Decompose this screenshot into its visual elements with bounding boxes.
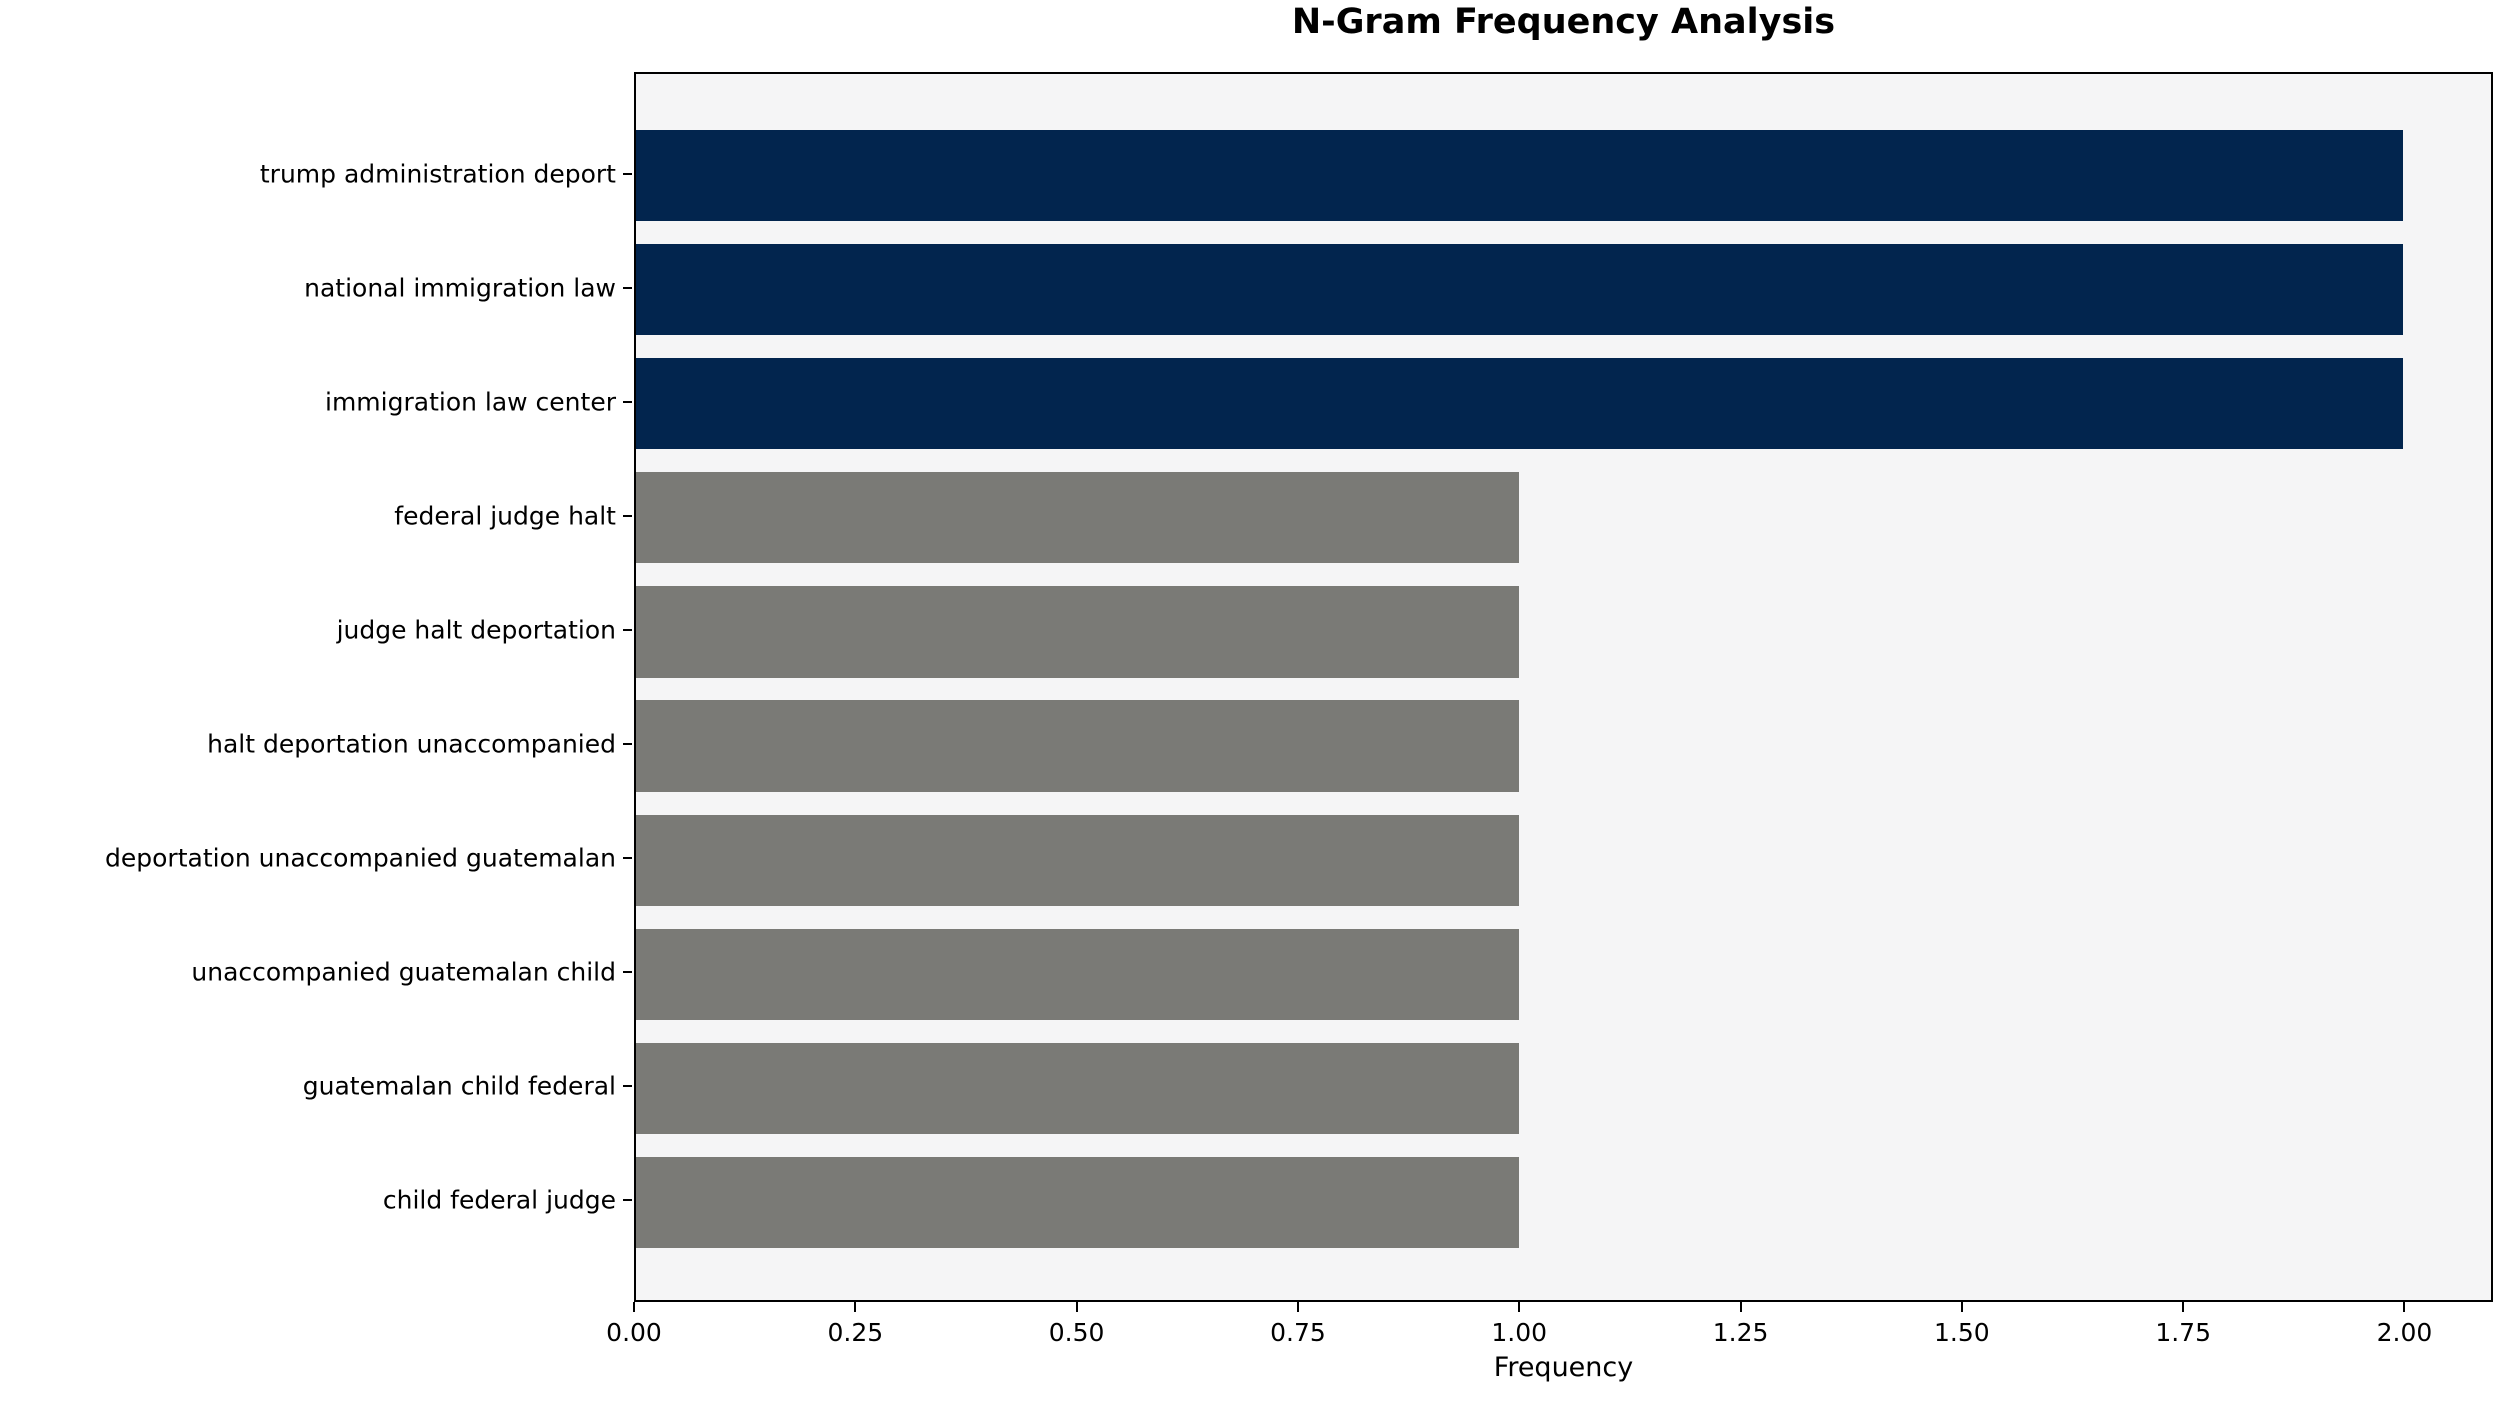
x-tick-label: 1.25 [1712,1318,1769,1347]
plot-area [634,72,2493,1302]
y-tick-mark [623,514,632,517]
x-tick-label: 0.00 [606,1318,662,1347]
x-tick-label: 1.50 [1934,1318,1990,1347]
bar [636,1156,1520,1249]
y-tick-mark [623,400,632,403]
y-tick-label: halt deportation unaccompanied [207,729,616,759]
bar [636,472,1520,564]
bar [636,1042,1520,1134]
x-tick-mark [1960,1302,1963,1312]
y-tick-label: child federal judge [382,1185,616,1215]
bar [636,244,2403,336]
x-tick-mark [1739,1302,1742,1312]
y-tick-mark [623,628,632,631]
x-tick-label: 0.75 [1270,1318,1326,1347]
bar [636,586,1520,678]
x-tick-mark [633,1302,635,1312]
x-tick-label: 2.00 [2376,1318,2433,1347]
bar [636,129,2403,222]
bar [636,700,1520,792]
y-tick-mark [623,1199,632,1202]
x-tick-mark [2403,1302,2406,1312]
y-tick-label: trump administration deport [259,159,616,189]
bar [636,358,2403,450]
x-tick-label: 0.50 [1048,1318,1105,1347]
y-tick-label: federal judge halt [394,501,616,531]
y-tick-label: immigration law center [325,387,616,417]
y-tick-mark [623,172,632,175]
y-tick-label: deportation unaccompanied guatemalan [105,843,616,873]
chart-title: N-Gram Frequency Analysis [1291,2,1836,42]
y-tick-mark [623,1085,632,1088]
y-tick-mark [623,286,632,289]
x-tick-mark [2182,1302,2185,1312]
x-tick-label: 1.75 [2155,1318,2211,1347]
bar [636,814,1520,906]
x-tick-mark [854,1302,857,1312]
x-tick-mark [1296,1302,1299,1312]
x-tick-mark [1518,1302,1521,1312]
x-tick-label: 1.00 [1491,1318,1548,1347]
y-tick-label: national immigration law [304,273,616,303]
y-tick-mark [623,857,632,860]
y-tick-label: guatemalan child federal [302,1071,616,1101]
y-tick-mark [623,743,632,746]
x-tick-label: 0.25 [827,1318,884,1347]
x-axis-label: Frequency [1493,1352,1634,1383]
x-tick-mark [1075,1302,1078,1312]
y-tick-mark [623,971,632,974]
bar [636,928,1520,1020]
y-tick-label: judge halt deportation [336,615,616,645]
y-tick-label: unaccompanied guatemalan child [191,957,616,987]
